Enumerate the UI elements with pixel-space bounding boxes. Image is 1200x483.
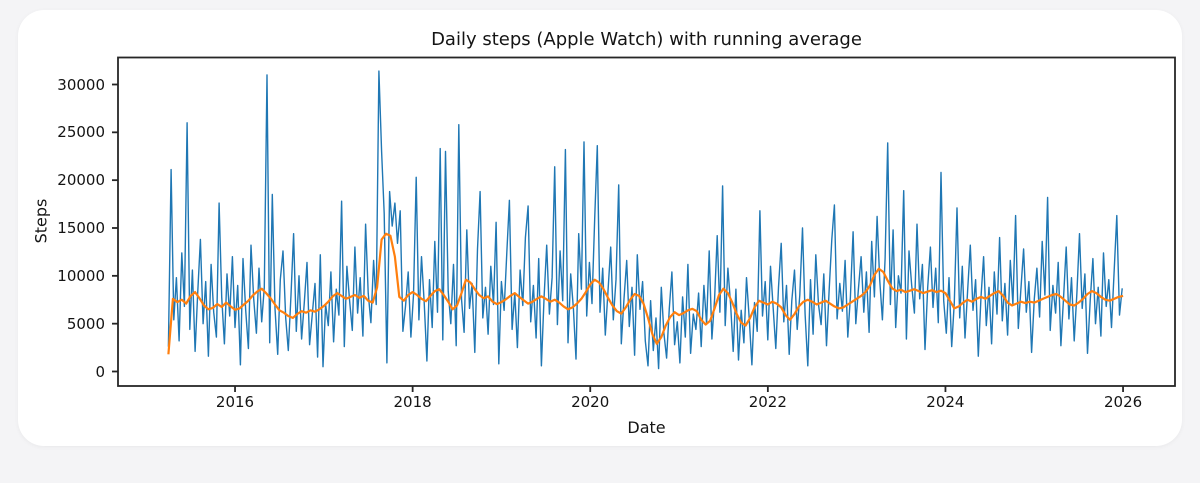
- y-tick-label: 30000: [57, 75, 105, 94]
- running-average-line: [167, 232, 1124, 355]
- x-tick-label: 2022: [748, 393, 787, 411]
- chart-title: Daily steps (Apple Watch) with running a…: [431, 29, 862, 50]
- y-tick-label: 20000: [57, 171, 105, 190]
- x-tick-label: 2020: [571, 393, 610, 411]
- y-tick-label: 15000: [57, 219, 105, 237]
- x-tick-label: 2016: [215, 393, 255, 411]
- x-tick-label: 2026: [1104, 393, 1143, 411]
- daily-steps-line: [167, 70, 1123, 370]
- y-tick-label: 0: [95, 362, 105, 381]
- chart-card: [18, 10, 1182, 446]
- y-tick-label: 10000: [57, 266, 105, 285]
- y-tick-label: 25000: [57, 123, 105, 142]
- x-tick-label: 2018: [393, 393, 432, 411]
- x-tick-label: 2024: [926, 393, 965, 411]
- y-tick-label: 5000: [66, 314, 105, 333]
- x-axis-label: Date: [627, 418, 666, 437]
- plot-frame: [117, 56, 1176, 387]
